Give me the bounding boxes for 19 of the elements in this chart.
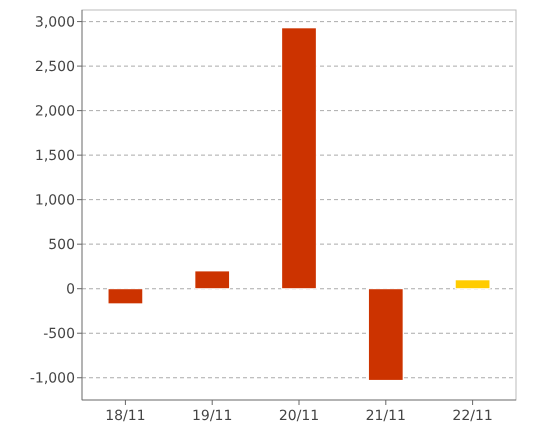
y-tick-label: 2,000 bbox=[34, 104, 75, 120]
y-tick-label: 1,500 bbox=[34, 148, 75, 164]
x-tick-label: 19/11 bbox=[192, 408, 232, 424]
y-tick-label: 500 bbox=[48, 237, 75, 254]
bar bbox=[368, 288, 404, 381]
y-tick-label: 2,500 bbox=[34, 58, 75, 75]
x-tick-label: 18/11 bbox=[105, 408, 146, 424]
y-tick-label: 1,000 bbox=[34, 192, 75, 209]
x-tick-label: 22/11 bbox=[452, 408, 493, 424]
y-tick-label: -1,000 bbox=[30, 370, 75, 387]
y-tick-label: 3,000 bbox=[34, 14, 75, 30]
bar bbox=[194, 270, 230, 290]
bar bbox=[281, 27, 317, 290]
y-tick-label: -500 bbox=[43, 326, 75, 342]
y-tick-label: 0 bbox=[66, 282, 75, 298]
bar bbox=[454, 279, 490, 290]
bar bbox=[108, 288, 144, 304]
x-tick-label: 21/11 bbox=[366, 408, 406, 424]
x-tick-label: 20/11 bbox=[278, 408, 320, 424]
